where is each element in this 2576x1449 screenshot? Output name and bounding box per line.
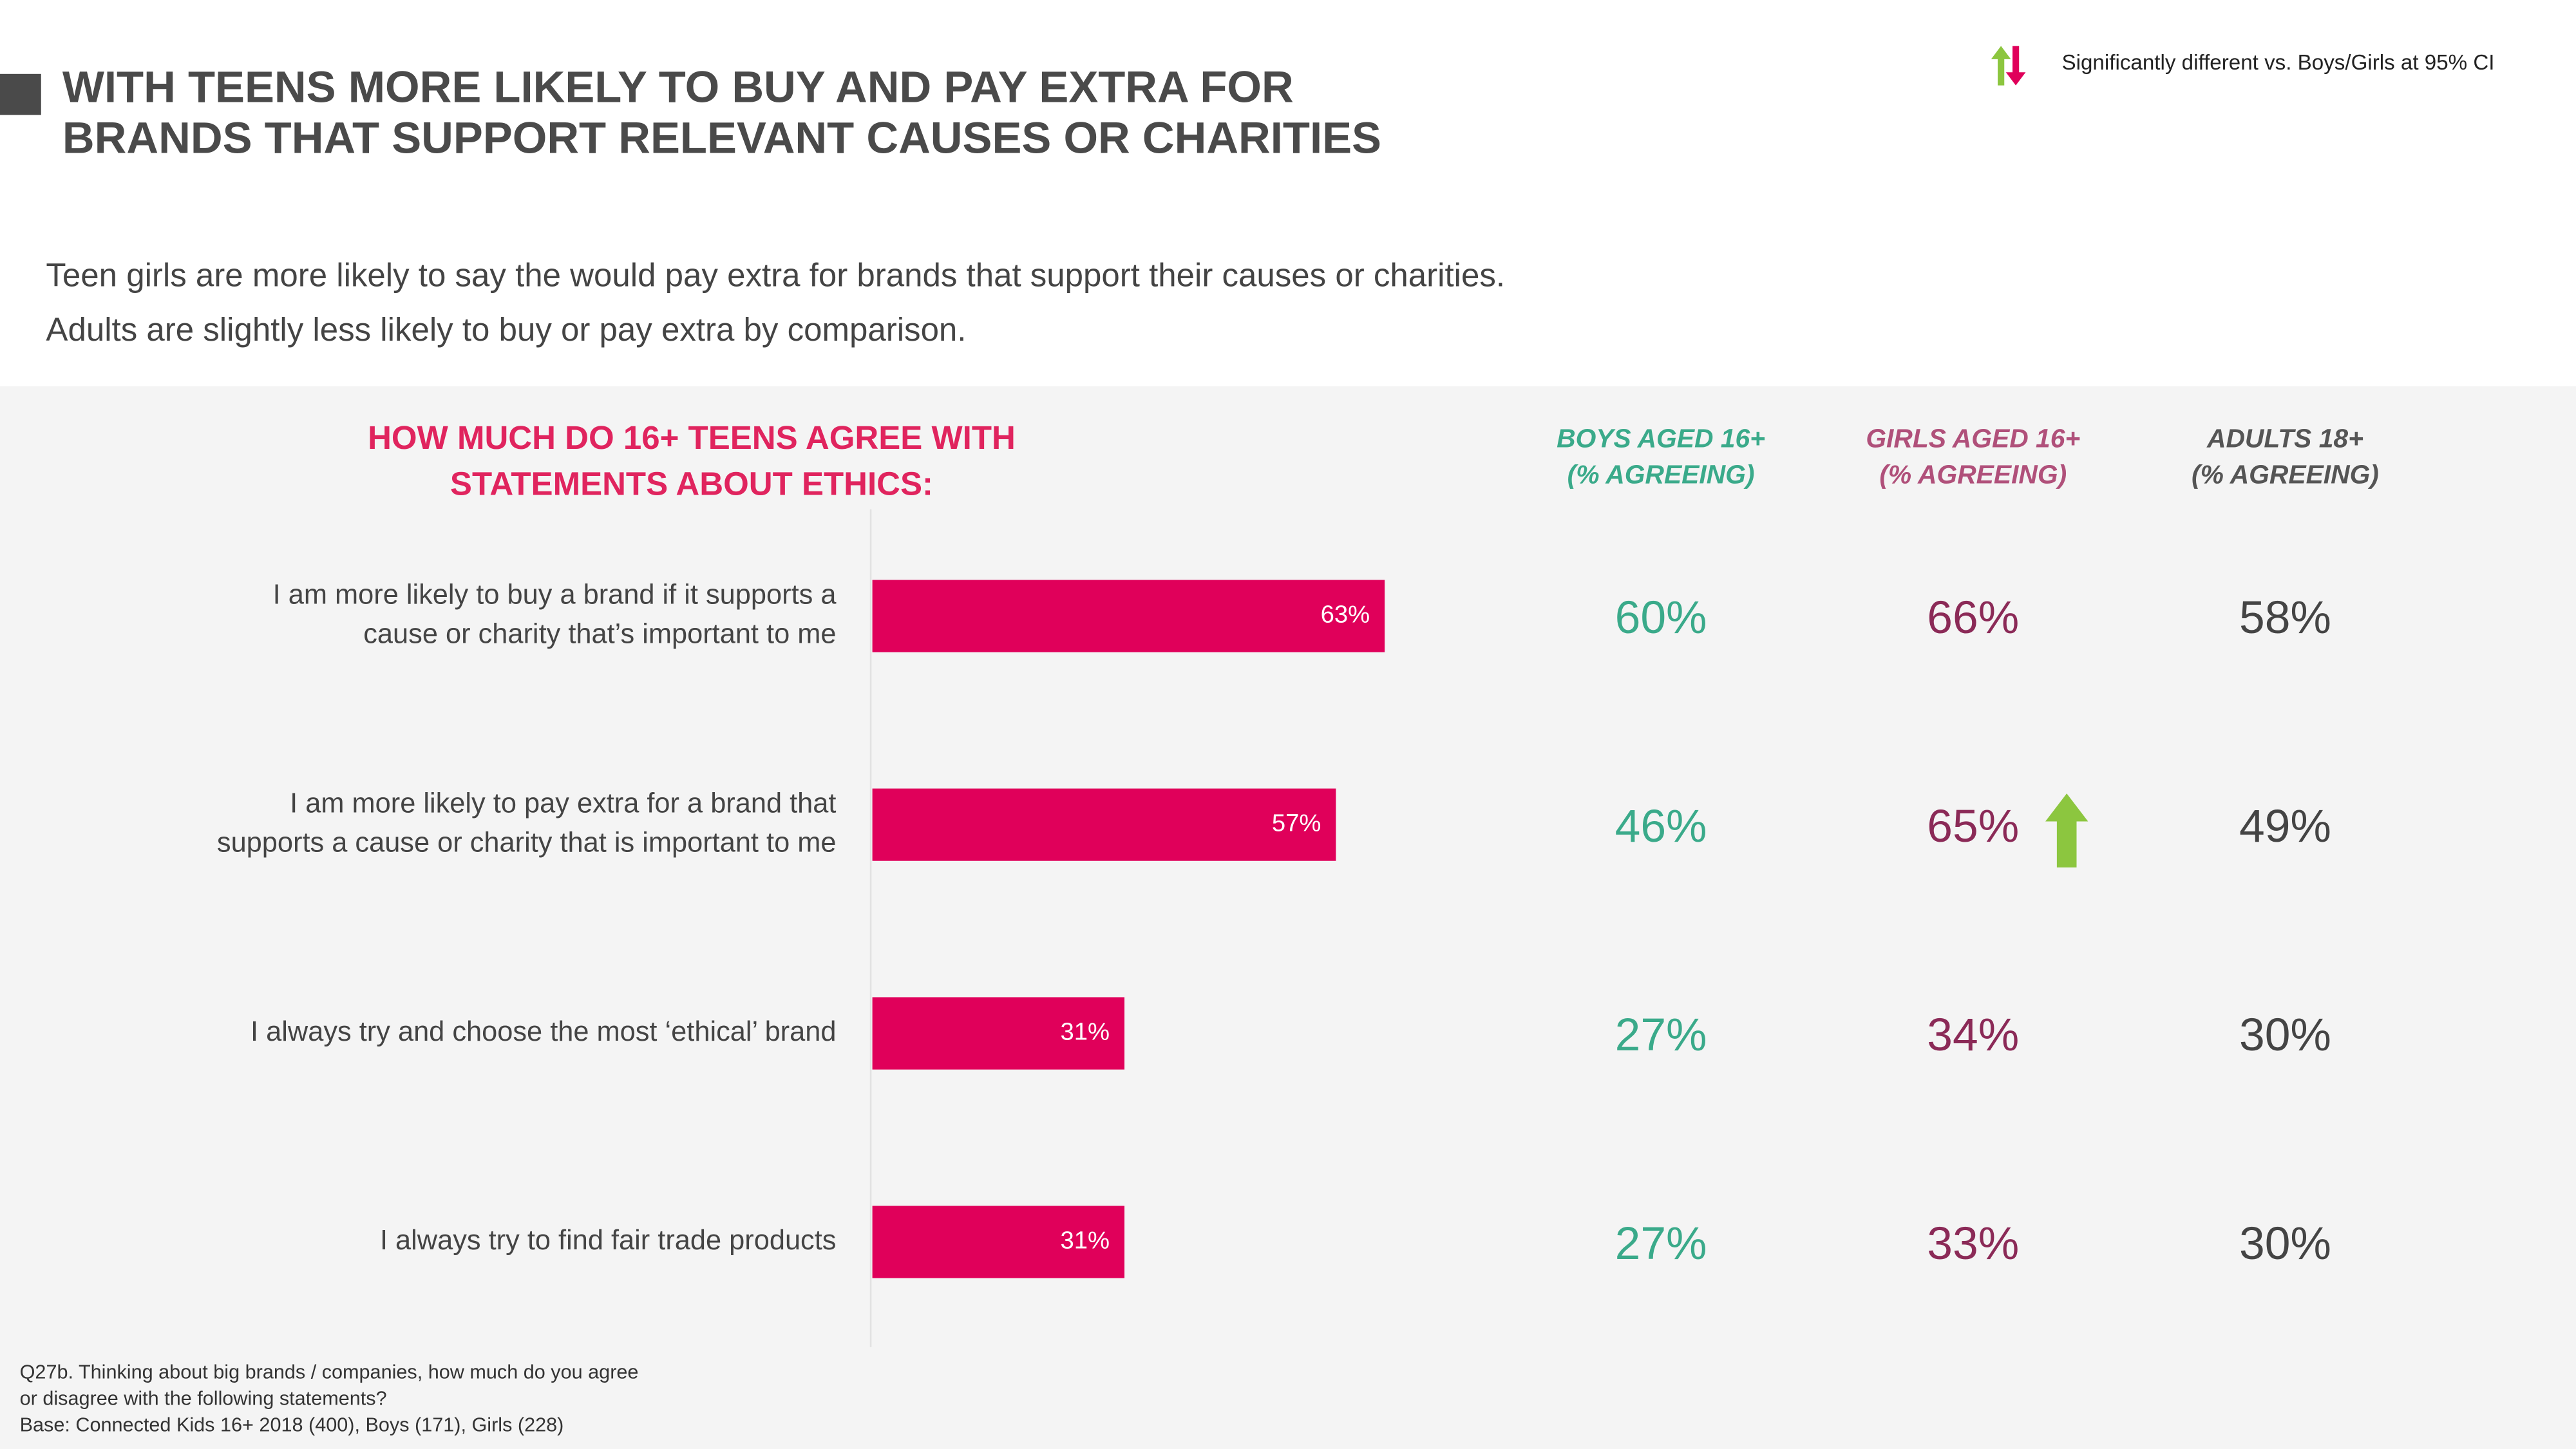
column-header: GIRLS AGED 16+ [1866,423,2080,453]
value-label: 31% [1061,1018,1110,1046]
table-value: 46% [1615,800,1707,852]
legend-note: Significantly different vs. Boys/Girls a… [2062,51,2495,75]
title-marker [0,73,41,115]
panel [0,386,2576,1449]
category-label: supports a cause or charity that is impo… [217,828,837,858]
footnote: Q27b. Thinking about big brands / compan… [20,1361,639,1383]
table-value: 34% [1927,1009,2019,1061]
category-label: I always try to find fair trade products [380,1225,837,1256]
significance-arrow [2045,793,2088,867]
table-value: 58% [2239,592,2331,643]
bar [872,997,1125,1070]
column-header: ADULTS 18+ [2206,423,2363,453]
bar [872,1206,1125,1278]
subtitle: Adults are slightly less likely to buy o… [46,311,966,348]
legend-icon [1991,46,2026,86]
category-label: I always try and choose the most ‘ethica… [251,1016,836,1047]
table-value: 66% [1927,592,2019,643]
column-header: BOYS AGED 16+ [1557,423,1765,453]
category-label: cause or charity that’s important to me [363,619,836,650]
footnote: or disagree with the following statement… [20,1388,387,1410]
table-value: 49% [2239,800,2331,852]
question-header: HOW MUCH DO 16+ TEENS AGREE WITH [368,419,1016,456]
value-label: 57% [1272,810,1321,837]
bar [872,580,1385,652]
table-value: 30% [2239,1218,2331,1269]
table-value: 60% [1615,592,1707,643]
table-value: 65% [1927,800,2019,852]
column-header: (% AGREEING) [1567,460,1755,489]
footnote: Base: Connected Kids 16+ 2018 (400), Boy… [20,1414,564,1435]
column-header: (% AGREEING) [1879,460,2067,489]
table-value: 27% [1615,1218,1707,1269]
column-header: (% AGREEING) [2192,460,2379,489]
category-label: I am more likely to pay extra for a bran… [290,788,836,819]
table-value: 30% [2239,1009,2331,1061]
bar [872,788,1336,861]
question-header: STATEMENTS ABOUT ETHICS: [450,466,933,502]
value-label: 31% [1061,1227,1110,1255]
chart-title: BRANDS THAT SUPPORT RELEVANT CAUSES OR C… [62,113,1381,163]
category-label: I am more likely to buy a brand if it su… [273,579,837,610]
chart-title: WITH TEENS MORE LIKELY TO BUY AND PAY EX… [62,62,1294,111]
table-value: 27% [1615,1009,1707,1061]
subtitle: Teen girls are more likely to say the wo… [46,257,1505,294]
value-label: 63% [1321,601,1370,629]
table-value: 33% [1927,1218,2019,1269]
